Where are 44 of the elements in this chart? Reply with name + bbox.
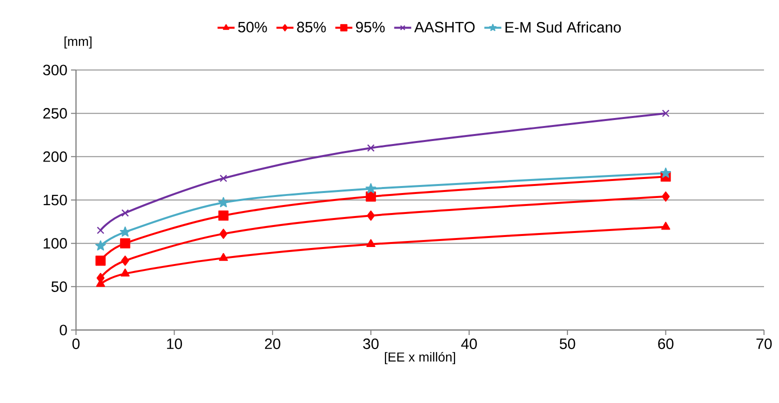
legend-label: 50% xyxy=(238,22,267,32)
legend-label: 85% xyxy=(297,22,326,32)
point xyxy=(96,226,104,234)
point xyxy=(660,168,672,178)
point xyxy=(366,191,376,202)
x-tick-label: 0 xyxy=(72,338,80,350)
point xyxy=(662,110,670,118)
x-axis-title: [EE x millón] xyxy=(384,352,456,364)
point xyxy=(218,252,228,261)
x-tick-label: 20 xyxy=(265,338,280,350)
point xyxy=(366,183,376,194)
point xyxy=(218,210,229,221)
x-tick-label: 30 xyxy=(363,338,379,350)
legend-label: AASHTO xyxy=(414,22,475,32)
x-tick-label: 70 xyxy=(756,338,772,350)
point xyxy=(120,238,130,248)
y-tick-label: 100 xyxy=(44,238,67,249)
y-tick-label: 200 xyxy=(43,151,67,162)
point xyxy=(95,256,106,266)
y-tick-label: 250 xyxy=(43,108,67,119)
x-tick-label: 60 xyxy=(658,338,674,350)
point xyxy=(120,268,130,277)
point xyxy=(366,210,375,221)
y-tick-label: 0 xyxy=(60,324,67,336)
x-tick-label: 10 xyxy=(167,338,182,350)
y-axis-title: [mm] xyxy=(64,36,92,49)
y-tick-label: 50 xyxy=(51,281,67,292)
point xyxy=(95,240,106,251)
point xyxy=(662,191,670,202)
y-tick-label: 300 xyxy=(43,64,67,76)
point xyxy=(367,144,375,152)
point xyxy=(121,209,129,217)
x-tick-label: 50 xyxy=(560,338,576,350)
point xyxy=(366,239,376,248)
point xyxy=(218,197,229,208)
point xyxy=(220,174,228,182)
point xyxy=(219,228,228,239)
x-tick-label: 40 xyxy=(461,338,477,350)
legend-label: E-M Sud Africano xyxy=(506,22,621,33)
legend-label: 95% xyxy=(356,22,385,32)
point xyxy=(661,222,670,230)
point xyxy=(121,256,130,266)
y-tick-label: 150 xyxy=(44,194,67,206)
point xyxy=(120,226,130,237)
